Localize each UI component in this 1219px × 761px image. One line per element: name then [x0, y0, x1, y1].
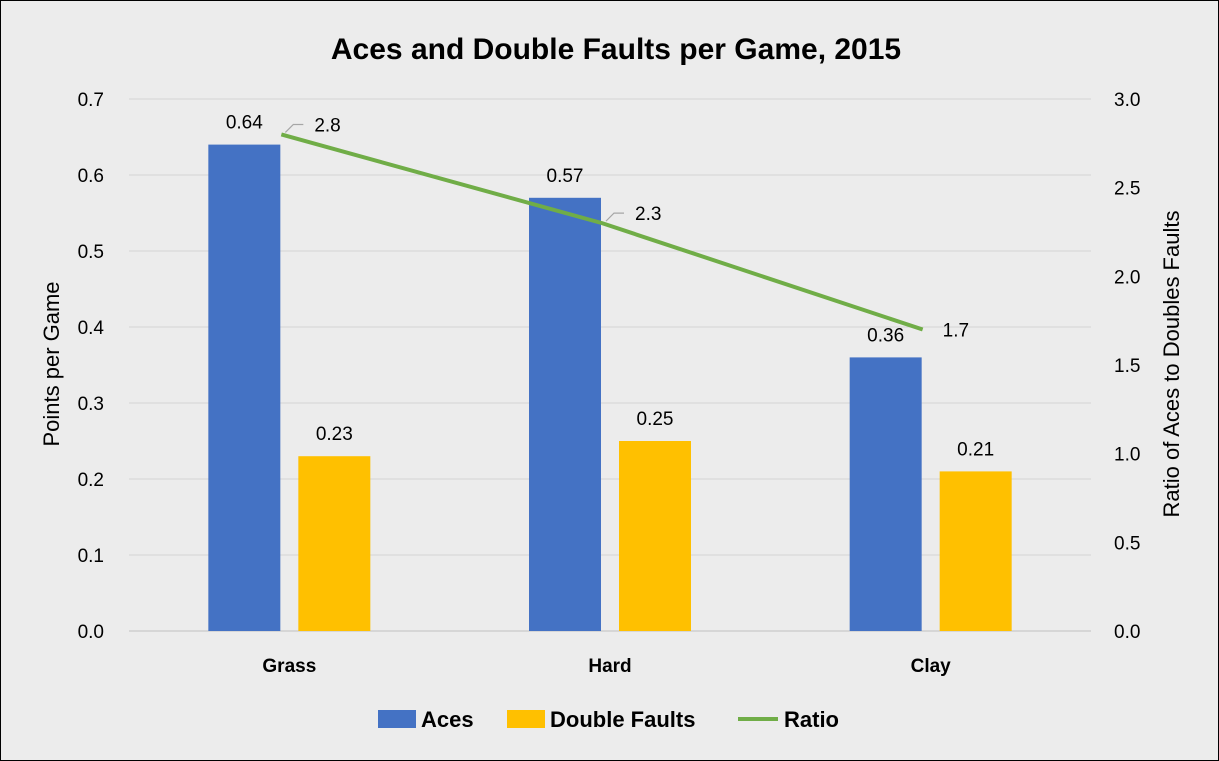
x-tick-label: Hard — [588, 656, 631, 677]
bar-data-label: 0.21 — [957, 439, 994, 460]
bar-aces — [208, 144, 281, 631]
bar-data-label: 0.25 — [637, 409, 674, 430]
x-tick-label: Grass — [262, 656, 316, 677]
legend-swatch-double-faults — [507, 710, 545, 728]
y-tick-label: 0.7 — [78, 90, 104, 111]
y-tick-label: 0.1 — [78, 546, 104, 567]
x-axis: Grass Hard Clay — [262, 656, 951, 677]
bar-double-faults — [619, 441, 691, 631]
ratio-data-label: 2.8 — [314, 115, 340, 136]
leader-line — [284, 123, 304, 133]
chart-title: Aces and Double Faults per Game, 2015 — [331, 33, 901, 66]
gridlines — [129, 98, 1091, 632]
y-tick-label: 0.4 — [78, 318, 105, 339]
legend: Aces Double Faults Ratio — [378, 707, 839, 732]
bar-aces — [529, 197, 601, 632]
y-tick-label: 0.6 — [78, 166, 104, 187]
y2-tick-label: 3.0 — [1114, 90, 1140, 111]
bar-double-faults — [939, 471, 1012, 631]
y2-tick-label: 1.0 — [1114, 445, 1140, 466]
bar-data-label: 0.36 — [867, 325, 904, 346]
legend-swatch-aces — [378, 710, 416, 728]
bar-data-label: 0.23 — [316, 424, 353, 445]
legend-label: Double Faults — [550, 707, 695, 732]
y-axis-title: Points per Game — [39, 281, 64, 446]
y2-tick-label: 0.0 — [1114, 622, 1140, 643]
legend-label: Aces — [421, 707, 474, 732]
bars — [208, 144, 1012, 632]
ratio-line-path — [280, 132, 924, 332]
y2-axis-title: Ratio of Aces to Doubles Faults — [1159, 211, 1184, 518]
y-axis-right: 0.0 0.5 1.0 1.5 2.0 2.5 3.0 — [1114, 90, 1140, 643]
leader-line — [605, 212, 624, 222]
bar-double-faults — [298, 456, 371, 631]
y2-tick-label: 2.5 — [1114, 179, 1140, 200]
y-tick-label: 0.0 — [78, 622, 104, 643]
bar-aces — [849, 357, 922, 631]
y2-tick-label: 0.5 — [1114, 533, 1140, 554]
bar-data-label: 0.57 — [547, 166, 584, 187]
y-tick-label: 0.2 — [78, 470, 104, 491]
y2-tick-label: 2.0 — [1114, 267, 1140, 288]
ratio-data-label: 1.7 — [943, 321, 969, 342]
data-labels: 0.64 0.23 0.57 0.25 0.36 0.21 2.8 2.3 1.7 — [226, 113, 994, 461]
ratio-line — [280, 132, 924, 332]
bar-data-label: 0.64 — [226, 113, 263, 134]
y2-tick-label: 1.5 — [1114, 356, 1140, 377]
x-tick-label: Clay — [911, 656, 952, 677]
legend-label: Ratio — [784, 707, 839, 732]
y-tick-label: 0.5 — [78, 242, 104, 263]
y-axis-left: 0.0 0.1 0.2 0.3 0.4 0.5 0.6 0.7 — [78, 90, 105, 643]
ratio-data-label: 2.3 — [635, 204, 661, 225]
y-tick-label: 0.3 — [78, 394, 104, 415]
